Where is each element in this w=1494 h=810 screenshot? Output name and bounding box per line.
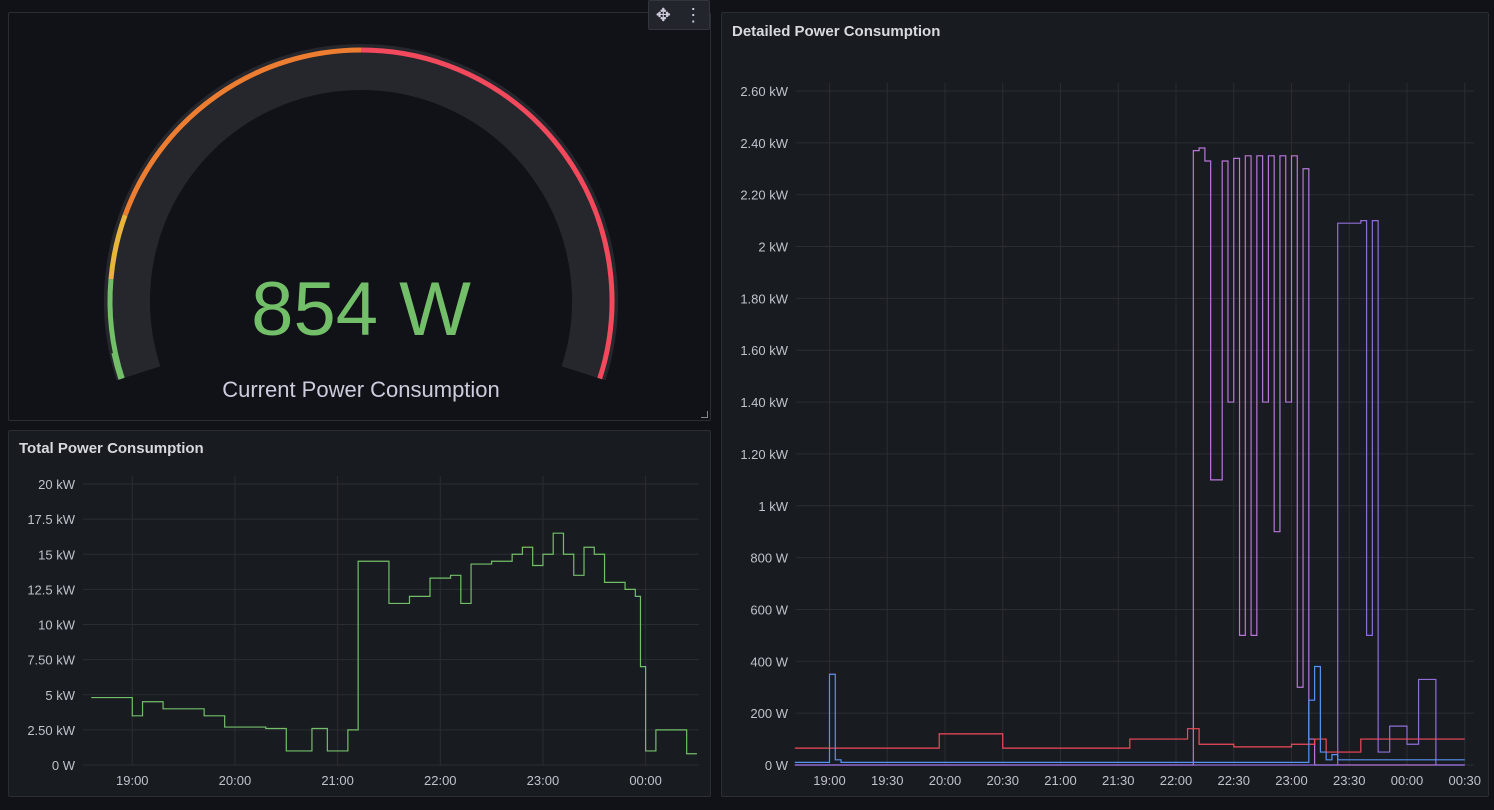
y-tick-label: 1.80 kW bbox=[740, 291, 788, 306]
y-tick-label: 17.5 kW bbox=[27, 512, 75, 527]
y-tick-label: 2 kW bbox=[758, 240, 788, 255]
move-icon[interactable]: ✥ bbox=[655, 4, 671, 25]
y-tick-label: 7.50 kW bbox=[27, 653, 75, 668]
detailed-power-chart: 0 W 200 W 400 W 600 W 800 W 1 kW 1.20 kW 1.40 k… bbox=[740, 83, 1481, 788]
detailed-power-panel[interactable]: Detailed Power Consumption 0 W 200 W 400 W… bbox=[721, 12, 1489, 797]
x-tick-label: 19:00 bbox=[116, 773, 149, 788]
y-tick-label: 600 W bbox=[750, 602, 788, 617]
y-tick-label: 12.5 kW bbox=[27, 582, 75, 597]
y-tick-label: 1.20 kW bbox=[740, 447, 788, 462]
series-line-0 bbox=[91, 532, 697, 755]
grid bbox=[83, 476, 699, 766]
y-tick-label: 1.40 kW bbox=[740, 395, 788, 410]
gauge-threshold-orange bbox=[122, 47, 362, 217]
gauge-threshold-yellow bbox=[108, 214, 128, 280]
y-tick-label: 2.40 kW bbox=[740, 136, 788, 151]
y-tick-label: 1.60 kW bbox=[740, 343, 788, 358]
x-tick-label: 20:00 bbox=[219, 773, 252, 788]
x-tick-label: 22:00 bbox=[424, 773, 457, 788]
y-tick-label: 1 kW bbox=[758, 499, 788, 514]
x-tick-label: 19:00 bbox=[813, 773, 846, 788]
y-tick-label: 400 W bbox=[750, 654, 788, 669]
gauge-value-arc bbox=[111, 352, 121, 380]
y-tick-label: 5 kW bbox=[45, 688, 75, 703]
gauge-threshold-red bbox=[360, 47, 615, 380]
y-tick-label: 2.50 kW bbox=[27, 723, 75, 738]
y-tick-label: 0 W bbox=[52, 758, 76, 773]
gauge-track bbox=[104, 44, 618, 381]
gauge-label: Current Power Consumption bbox=[222, 377, 500, 402]
y-tick-label: 10 kW bbox=[38, 618, 76, 633]
series-line-0 bbox=[794, 147, 1465, 766]
x-tick-label: 23:00 bbox=[527, 773, 560, 788]
x-tick-label: 21:00 bbox=[1044, 773, 1077, 788]
gauge-threshold-green bbox=[107, 278, 125, 380]
y-tick-label: 15 kW bbox=[38, 547, 76, 562]
series-line-1 bbox=[794, 220, 1465, 766]
x-tick-label: 22:00 bbox=[1160, 773, 1193, 788]
grid bbox=[796, 83, 1474, 766]
x-tick-label: 19:30 bbox=[871, 773, 904, 788]
x-tick-label: 22:30 bbox=[1217, 773, 1250, 788]
x-tick-label: 00:00 bbox=[629, 773, 662, 788]
x-tick-label: 21:00 bbox=[321, 773, 354, 788]
y-tick-label: 800 W bbox=[750, 551, 788, 566]
series-line-2 bbox=[794, 728, 1465, 753]
gauge-value: 854 W bbox=[251, 267, 471, 352]
panel-title: Detailed Power Consumption bbox=[732, 23, 941, 40]
series-line-3 bbox=[794, 665, 1465, 764]
x-tick-label: 00:00 bbox=[1391, 773, 1424, 788]
total-power-chart: 0 W 2.50 kW 5 kW 7.50 kW 10 kW 12.5 kW 15 kW 17… bbox=[27, 476, 699, 788]
panel-menu[interactable]: ✥ ⋮ bbox=[648, 0, 710, 30]
y-tick-label: 0 W bbox=[765, 758, 789, 773]
gauge-panel[interactable]: 854 W Current Power Consumption bbox=[8, 12, 711, 421]
x-tick-label: 20:30 bbox=[986, 773, 1019, 788]
y-tick-label: 200 W bbox=[750, 706, 788, 721]
more-vertical-icon[interactable]: ⋮ bbox=[684, 4, 703, 25]
y-tick-label: 2.60 kW bbox=[740, 84, 788, 99]
y-tick-label: 2.20 kW bbox=[740, 188, 788, 203]
panel-title: Total Power Consumption bbox=[19, 440, 204, 457]
y-tick-label: 20 kW bbox=[38, 477, 76, 492]
total-power-panel[interactable]: Total Power Consumption 0 W 2.50 kW 5 kW 7.… bbox=[8, 430, 711, 797]
x-tick-label: 00:30 bbox=[1448, 773, 1481, 788]
x-tick-label: 21:30 bbox=[1102, 773, 1135, 788]
gauge: 854 W Current Power Consumption bbox=[104, 44, 618, 402]
x-tick-label: 23:30 bbox=[1333, 773, 1366, 788]
x-tick-label: 23:00 bbox=[1275, 773, 1308, 788]
x-tick-label: 20:00 bbox=[929, 773, 962, 788]
resize-handle[interactable] bbox=[701, 411, 708, 418]
